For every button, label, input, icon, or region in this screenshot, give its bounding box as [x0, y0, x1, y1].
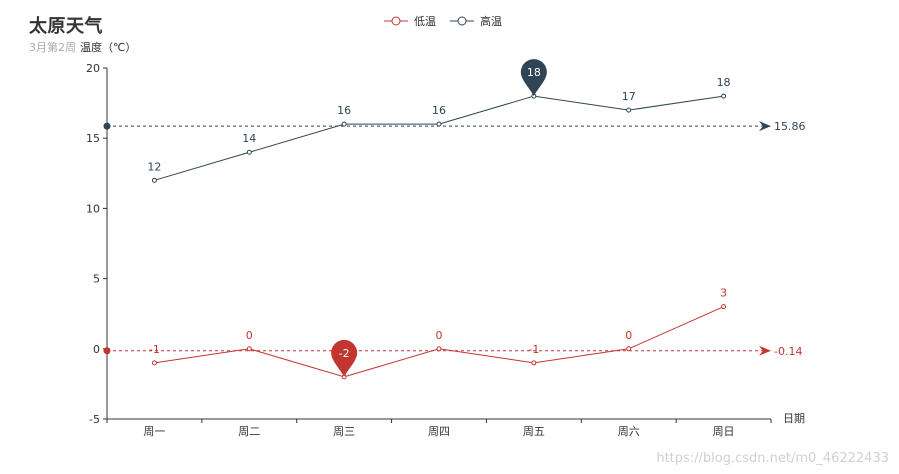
data-point-0: [626, 346, 632, 352]
min-pin-0-label: -2: [339, 347, 350, 360]
y-tick-label: 15: [86, 132, 100, 145]
max-pin-1: [520, 59, 547, 97]
x-tick-label: 周四: [428, 425, 450, 438]
data-point-0: [531, 360, 537, 366]
y-tick-label: 10: [86, 202, 100, 215]
data-label-1: 18: [717, 76, 731, 89]
data-point-1: [246, 149, 252, 155]
legend-symbol-low: [384, 16, 408, 26]
average-line-arrow-0: [759, 345, 771, 356]
x-axis-label: 日期: [783, 412, 805, 425]
chart-title: 太原天气: [29, 16, 103, 37]
data-point-1: [341, 121, 347, 127]
legend: 低温 高温: [384, 13, 502, 29]
y-tick-label: 5: [93, 273, 100, 286]
x-tick-label: 周三: [333, 425, 355, 438]
data-point-1: [626, 107, 632, 113]
data-label-1: 17: [622, 90, 636, 103]
watermark: https://blog.csdn.net/m0_46222433: [656, 451, 889, 466]
data-label-1: 12: [147, 160, 161, 173]
y-axis-label: 温度（℃）: [80, 41, 137, 54]
data-point-1: [436, 121, 442, 127]
legend-label-high: 高温: [480, 15, 502, 28]
data-point-0: [246, 346, 252, 352]
x-tick-label: 周五: [523, 425, 545, 438]
data-point-1: [721, 93, 727, 99]
average-line-arrow-1: [759, 121, 771, 132]
data-label-0: -1: [528, 343, 539, 356]
data-label-1: 16: [432, 104, 446, 117]
legend-item-high[interactable]: 高温: [450, 13, 502, 29]
data-point-0: [721, 304, 727, 310]
data-label-0: 0: [625, 329, 632, 342]
x-tick-label: 周一: [143, 425, 165, 438]
data-label-0: 3: [720, 287, 727, 300]
data-point-1: [151, 177, 157, 183]
data-label-1: 16: [337, 104, 351, 117]
chart-subtitle: 3月第2周: [29, 41, 76, 54]
max-pin-1-label: 18: [527, 66, 541, 79]
data-label-0: 0: [436, 329, 443, 342]
legend-item-low[interactable]: 低温: [384, 13, 436, 29]
legend-label-low: 低温: [414, 15, 436, 28]
data-label-0: -1: [149, 343, 160, 356]
x-tick-label: 周二: [238, 425, 260, 438]
data-point-0: [151, 360, 157, 366]
y-tick-label: 0: [93, 343, 100, 356]
average-line-label-0: -0.14: [774, 345, 802, 358]
min-pin-0: [331, 339, 358, 377]
average-line-label-1: 15.86: [774, 120, 806, 133]
data-point-0: [436, 346, 442, 352]
y-tick-label: 20: [86, 62, 100, 75]
x-tick-label: 周六: [618, 425, 640, 438]
y-tick-label: -5: [89, 413, 100, 426]
data-label-1: 14: [242, 132, 256, 145]
x-tick-label: 周日: [713, 425, 735, 438]
legend-symbol-high: [450, 16, 474, 26]
data-label-0: 0: [246, 329, 253, 342]
